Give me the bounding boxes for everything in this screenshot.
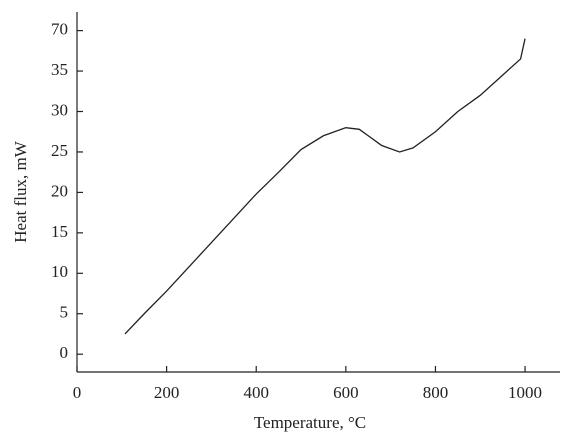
y-tick-label: 35 xyxy=(51,60,68,79)
y-tick-label: 25 xyxy=(51,141,68,160)
y-tick-label: 5 xyxy=(60,303,69,322)
y-tick-label: 20 xyxy=(51,181,68,200)
x-tick-label: 800 xyxy=(423,383,449,402)
y-tick-label: 15 xyxy=(51,222,68,241)
x-tick-label: 200 xyxy=(154,383,180,402)
x-tick-label: 600 xyxy=(333,383,359,402)
y-tick-label: 0 xyxy=(60,343,69,362)
y-tick-label: 30 xyxy=(51,100,68,119)
y-axis-label: Heat flux, mW xyxy=(11,140,30,242)
x-tick-label: 400 xyxy=(243,383,269,402)
y-tick-label: 70 xyxy=(51,20,68,39)
y-tick-label: 10 xyxy=(51,262,68,281)
x-tick-label: 0 xyxy=(73,383,82,402)
x-axis-label: Temperature, °C xyxy=(254,413,366,432)
x-tick-label: 1000 xyxy=(508,383,542,402)
data-line xyxy=(124,38,526,335)
